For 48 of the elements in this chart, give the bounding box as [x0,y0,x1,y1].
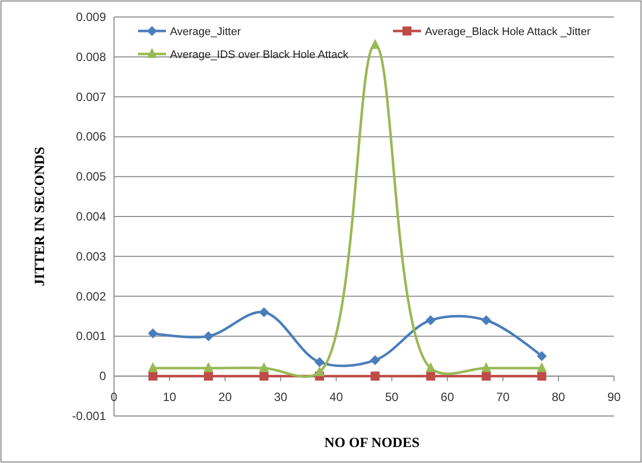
point [481,315,492,326]
x-axis-title: NO OF NODES [324,436,420,451]
legend-label: Average_Jitter [170,26,242,38]
x-tick-label: 40 [330,390,344,404]
x-tick-label: 70 [496,390,510,404]
point [203,331,214,342]
y-tick-label: 0.007 [76,90,106,104]
x-tick-label: 50 [385,390,399,404]
y-tick-label: 0.006 [76,130,106,144]
y-tick-label: 0.008 [76,50,106,64]
legend-label: Average_IDS over Black Hole Attack [170,49,349,61]
point [259,307,269,318]
point [203,362,214,372]
y-tick-label: -0.001 [72,409,106,423]
point [370,38,380,49]
point [537,372,546,381]
point [148,328,158,338]
point [536,362,547,372]
x-tick-label: 80 [552,390,566,404]
y-tick-label: 0.003 [76,249,106,264]
y-tick-label: 0.002 [76,289,106,304]
point [481,362,492,372]
point [148,362,158,372]
legend-label: Average_Black Hole Attack _Jitter [425,26,591,38]
y-tick-label: 0.001 [76,329,106,344]
point [314,366,325,376]
x-tick-label: 10 [162,390,177,404]
point [482,372,491,381]
point [259,362,269,372]
x-tick-label: 60 [440,390,454,404]
point [314,357,325,368]
point [148,372,158,381]
y-tick-label: 0.009 [76,10,106,24]
point [426,315,436,326]
point [536,351,547,362]
y-tick-label: 0.004 [76,210,106,224]
point [370,372,380,381]
point [370,355,380,366]
point [426,372,436,381]
y-tick-label: 0 [99,369,106,384]
x-tick-label: 20 [218,390,232,404]
point [426,362,436,372]
y-axis-title: JITTER IN SECONDS [33,146,48,286]
x-tick-label: 90 [607,390,621,404]
point [204,372,213,381]
point [260,372,268,381]
y-tick-label: 0.005 [76,170,106,184]
x-tick-label: 30 [274,390,288,404]
